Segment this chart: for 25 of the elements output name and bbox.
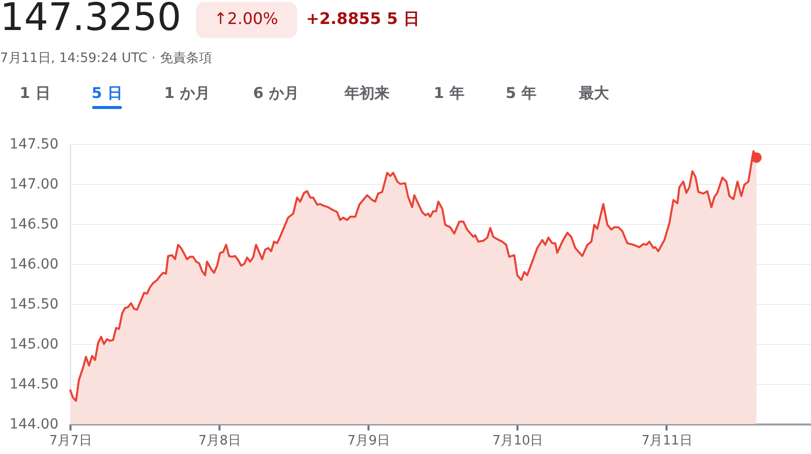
text: +2.8855 5 日 (306, 9, 420, 28)
chart-subtitle: 7月11日, 14:59:24 UTC · 免責条項 (0, 51, 212, 66)
chart-title: 147.3250 (0, 0, 182, 39)
text: 1 日 (20, 84, 50, 102)
y-tick-label: 146.00 (10, 256, 58, 272)
text: 最大 (578, 84, 610, 102)
text: 1 か月 (164, 84, 210, 102)
y-tick-label: 144.00 (10, 416, 58, 432)
text: 5 年 (506, 84, 536, 102)
x-tick-label: 7月8日 (198, 434, 241, 448)
y-tick-label: 145.50 (10, 296, 58, 312)
text: ↑2.00% (214, 9, 278, 28)
y-tick-label: 146.50 (10, 216, 58, 232)
text: 1 年 (434, 84, 464, 102)
x-tick-label: 7月7日 (49, 434, 92, 448)
y-tick-label: 147.00 (10, 176, 58, 192)
text: 6 か月 (253, 84, 299, 102)
y-tick-label: 144.50 (10, 376, 58, 392)
y-tick-label: 145.00 (10, 336, 58, 352)
text: 5 日 (92, 84, 122, 102)
x-tick-label: 7月9日 (347, 434, 390, 448)
y-tick-label: 147.50 (10, 136, 58, 152)
x-tick-label: 7月10日 (492, 434, 544, 448)
text: 年初来 (344, 84, 390, 102)
x-tick-label: 7月11日 (641, 434, 692, 448)
